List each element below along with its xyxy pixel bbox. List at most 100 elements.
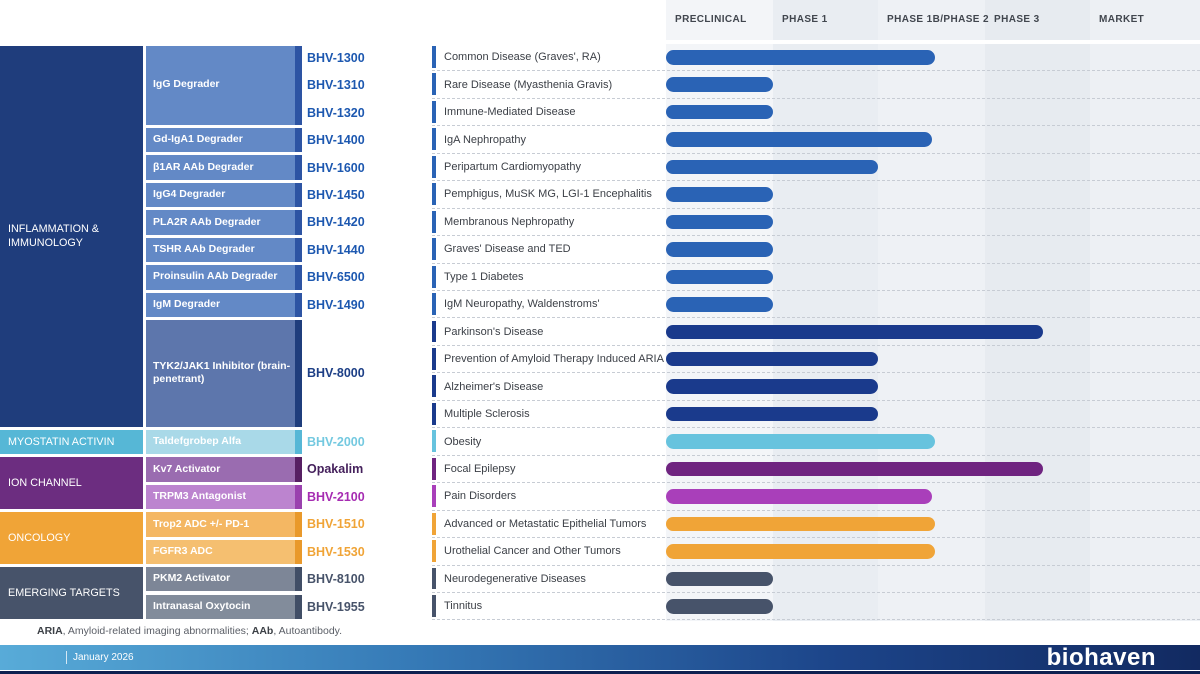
target-cap <box>295 292 302 317</box>
target-label: TYK2/JAK1 Inhibitor (brain-penetrant) <box>153 359 291 386</box>
molecule-code: BHV-1510 <box>307 517 365 532</box>
phase-progress-bar <box>666 599 773 614</box>
row-color-strip <box>432 265 436 288</box>
indication-label: Immune-Mediated Disease <box>444 106 576 119</box>
row-color-strip <box>432 347 436 370</box>
indication-label: Neurodegenerative Diseases <box>444 572 586 585</box>
target-block: IgG4 Degrader <box>146 182 302 208</box>
target-block: Kv7 Activator <box>146 457 302 482</box>
phase-progress-bar <box>666 516 935 532</box>
row-color-strip <box>432 457 436 480</box>
row-color-strip <box>432 46 436 68</box>
column-header-label: MARKET <box>1099 14 1145 25</box>
indication-row: Obesity <box>432 428 1200 456</box>
indication-label: Peripartum Cardiomyopathy <box>444 161 581 174</box>
row-color-strip <box>432 430 436 453</box>
indication-row: Peripartum Cardiomyopathy <box>432 154 1200 182</box>
phase-progress-bar <box>666 269 773 285</box>
target-block: β1AR AAb Degrader <box>146 155 302 180</box>
column-header-label: PHASE 1 <box>782 14 828 25</box>
target-label: PLA2R AAb Degrader <box>153 215 261 228</box>
phase-progress-bar <box>666 77 773 92</box>
indication-row: Type 1 Diabetes <box>432 264 1200 292</box>
target-cap <box>295 429 302 455</box>
target-label: Intranasal Oxytocin <box>153 599 251 612</box>
target-label: IgG Degrader <box>153 78 220 91</box>
molecule-code: BHV-1420 <box>307 215 365 230</box>
target-cap <box>295 265 302 290</box>
indication-label: Urothelial Cancer and Other Tumors <box>444 545 621 558</box>
footer-bottom-strip <box>0 670 1200 674</box>
biohaven-logo: biohaven <box>1046 644 1156 671</box>
column-header-label: PHASE 3 <box>994 14 1040 25</box>
target-block: Gd-IgA1 Degrader <box>146 127 302 153</box>
indication-label: Pain Disorders <box>444 490 517 503</box>
target-label: TSHR AAb Degrader <box>153 243 255 256</box>
column-band <box>1090 43 1200 621</box>
target-block: Trop2 ADC +/- PD-1 <box>146 512 302 537</box>
phase-progress-bar <box>666 461 1043 477</box>
target-block: PLA2R AAb Degrader <box>146 210 302 235</box>
category-label: INFLAMMATION & IMMUNOLOGY <box>8 223 99 250</box>
target-cap <box>295 127 302 153</box>
target-cap <box>295 484 302 510</box>
indication-label: Obesity <box>444 435 482 448</box>
row-color-strip <box>432 320 436 343</box>
header-band <box>878 0 985 40</box>
row-color-strip <box>432 567 436 590</box>
row-color-strip <box>432 73 436 96</box>
target-label: FGFR3 ADC <box>153 544 213 557</box>
phase-progress-bar <box>666 351 878 367</box>
row-color-strip <box>432 183 436 206</box>
row-color-strip <box>432 155 436 178</box>
phase-progress-bar <box>666 324 1043 339</box>
category-block: MYOSTATIN ACTIVIN <box>0 429 143 455</box>
target-cap <box>295 594 302 619</box>
footnote-part: , Autoantibody. <box>273 625 343 637</box>
molecule-code: BHV-1310 <box>307 78 365 93</box>
target-label: Taldefgrobep Alfa <box>153 435 242 448</box>
phase-progress-bar <box>666 571 773 587</box>
indication-label: Alzheimer's Disease <box>444 380 544 393</box>
row-color-strip <box>432 128 436 151</box>
indication-row: Common Disease (Graves', RA) <box>432 44 1200 72</box>
phase-progress-bar <box>666 50 935 65</box>
indication-label: Rare Disease (Myasthenia Gravis) <box>444 78 613 91</box>
target-block: FGFR3 ADC <box>146 539 302 565</box>
molecule-code: BHV-1490 <box>307 297 365 312</box>
row-color-strip <box>432 100 436 123</box>
row-color-strip <box>432 540 436 563</box>
indication-label: Pemphigus, MuSK MG, LGI-1 Encephalitis <box>444 188 652 201</box>
row-color-strip <box>432 512 436 535</box>
indication-row: Pemphigus, MuSK MG, LGI-1 Encephalitis <box>432 181 1200 209</box>
indication-label: Membranous Nephropathy <box>444 215 575 228</box>
footnote: ARIA, Amyloid-related imaging abnormalit… <box>37 625 342 637</box>
phase-progress-bar <box>666 104 773 120</box>
target-label: IgG4 Degrader <box>153 188 226 201</box>
header-band <box>773 0 878 40</box>
column-header-label: PRECLINICAL <box>675 14 747 25</box>
phase-progress-bar <box>666 297 773 312</box>
target-cap <box>295 457 302 482</box>
phase-progress-bar <box>666 132 932 147</box>
indication-label: Graves' Disease and TED <box>444 243 571 256</box>
molecule-code: BHV-8100 <box>307 572 365 587</box>
row-color-strip <box>432 595 436 617</box>
molecule-code: BHV-1450 <box>307 187 365 202</box>
indication-label: Advanced or Metastatic Epithelial Tumors <box>444 517 647 530</box>
target-block: TYK2/JAK1 Inhibitor (brain-penetrant) <box>146 320 302 427</box>
molecule-code: BHV-1320 <box>307 105 365 120</box>
target-label: Gd-IgA1 Degrader <box>153 133 243 146</box>
target-block: Proinsulin AAb Degrader <box>146 265 302 290</box>
molecule-code: BHV-1400 <box>307 133 365 148</box>
footnote-part: ARIA <box>37 625 63 637</box>
indication-label: IgM Neuropathy, Waldenstroms' <box>444 298 600 311</box>
target-label: Kv7 Activator <box>153 462 221 475</box>
footer-date: January 2026 <box>73 652 134 663</box>
indication-row: Multiple Sclerosis <box>432 401 1200 429</box>
molecule-code: BHV-6500 <box>307 270 365 285</box>
indication-label: Tinnitus <box>444 600 483 613</box>
phase-progress-bar <box>666 434 935 449</box>
footnote-part: AAb <box>251 625 274 637</box>
target-cap <box>295 237 302 263</box>
